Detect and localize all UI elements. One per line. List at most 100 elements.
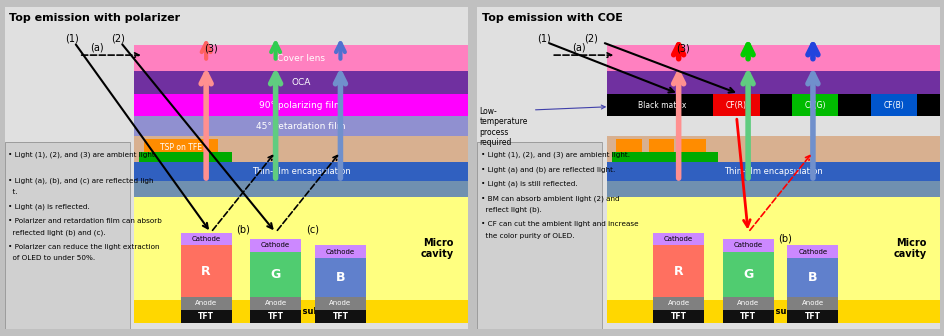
- Bar: [722, 310, 773, 323]
- Bar: [652, 233, 703, 245]
- Text: (c): (c): [305, 224, 318, 234]
- Bar: [606, 300, 939, 323]
- Text: reflected light (b) and (c).: reflected light (b) and (c).: [8, 229, 106, 236]
- Bar: [606, 94, 939, 116]
- Text: TFT: TFT: [670, 312, 686, 321]
- Text: G: G: [270, 268, 280, 281]
- Bar: [611, 152, 717, 162]
- Text: 45° retardation film: 45° retardation film: [256, 122, 346, 131]
- Bar: [134, 116, 467, 136]
- Bar: [652, 245, 703, 297]
- Text: Anode: Anode: [264, 300, 286, 306]
- Text: Cathode: Cathode: [192, 236, 221, 242]
- Bar: [786, 310, 837, 323]
- Text: B: B: [335, 271, 345, 284]
- Text: (1): (1): [537, 34, 550, 44]
- Text: • CF can cut the ambient light and increase: • CF can cut the ambient light and incre…: [480, 221, 638, 227]
- Text: (1): (1): [65, 34, 78, 44]
- Text: Cathode: Cathode: [261, 242, 290, 248]
- Text: Anode: Anode: [194, 300, 217, 306]
- Bar: [180, 297, 231, 310]
- Text: (2): (2): [583, 34, 597, 44]
- Bar: [134, 300, 467, 323]
- Bar: [786, 245, 837, 258]
- Bar: [786, 258, 837, 297]
- Text: TFT: TFT: [804, 312, 820, 321]
- Text: • Light (1), (2), and (3) are ambient light.: • Light (1), (2), and (3) are ambient li…: [8, 152, 158, 158]
- Text: Cathode: Cathode: [798, 249, 827, 255]
- Text: Cover lens: Cover lens: [277, 54, 325, 63]
- Bar: [652, 310, 703, 323]
- Text: • Light (1), (2), and (3) are ambient light.: • Light (1), (2), and (3) are ambient li…: [480, 152, 630, 158]
- Text: 90° polarizing film: 90° polarizing film: [259, 100, 343, 110]
- Bar: [139, 152, 231, 162]
- Bar: [180, 233, 231, 245]
- Bar: [314, 297, 365, 310]
- Text: R: R: [673, 265, 683, 278]
- Text: CF(B): CF(B): [883, 100, 903, 110]
- Text: (b): (b): [236, 224, 250, 234]
- Bar: [5, 142, 129, 329]
- Text: OCA: OCA: [291, 78, 311, 87]
- Text: (a): (a): [91, 42, 104, 52]
- Bar: [180, 245, 231, 297]
- Text: (2): (2): [111, 34, 125, 44]
- Text: • Light (a) and (b) are reflected light.: • Light (a) and (b) are reflected light.: [480, 166, 615, 173]
- Bar: [5, 142, 129, 329]
- Bar: [250, 239, 301, 252]
- Bar: [606, 181, 939, 197]
- Bar: [786, 297, 837, 310]
- Bar: [314, 258, 365, 297]
- Text: Black matrix: Black matrix: [637, 100, 686, 110]
- Bar: [713, 94, 759, 116]
- Bar: [681, 139, 706, 155]
- Text: the color purity of OLED.: the color purity of OLED.: [480, 233, 574, 239]
- Text: • Polarizer can reduce the light extraction: • Polarizer can reduce the light extract…: [8, 244, 162, 250]
- Bar: [722, 297, 773, 310]
- Bar: [722, 252, 773, 297]
- Text: TFT: TFT: [198, 312, 214, 321]
- Text: CF(G): CF(G): [803, 100, 825, 110]
- Bar: [606, 197, 939, 300]
- Text: B: B: [807, 271, 817, 284]
- Text: Anode: Anode: [801, 300, 823, 306]
- Bar: [134, 197, 467, 300]
- Bar: [606, 162, 939, 181]
- Text: TFT: TFT: [332, 312, 348, 321]
- Bar: [314, 245, 365, 258]
- Text: • BM can absorb ambient light (2) and: • BM can absorb ambient light (2) and: [480, 196, 619, 202]
- Text: Anode: Anode: [329, 300, 351, 306]
- Text: Thin-film encapsulation: Thin-film encapsulation: [251, 167, 350, 176]
- Bar: [143, 139, 217, 155]
- Text: TFT: TFT: [267, 312, 283, 321]
- Text: • Light (a) is reflected.: • Light (a) is reflected.: [8, 204, 90, 210]
- Bar: [314, 310, 365, 323]
- Bar: [250, 252, 301, 297]
- Bar: [870, 94, 916, 116]
- Bar: [791, 94, 837, 116]
- Text: TFT: TFT: [739, 312, 755, 321]
- Text: Polyimide substrate: Polyimide substrate: [725, 307, 820, 316]
- Text: of OLED to under 50%.: of OLED to under 50%.: [8, 255, 95, 261]
- Text: Anode: Anode: [736, 300, 758, 306]
- Bar: [606, 45, 939, 71]
- Text: (b): (b): [777, 234, 791, 244]
- Bar: [134, 181, 467, 197]
- Text: Thin-film encapsulation: Thin-film encapsulation: [723, 167, 822, 176]
- Text: Low-
temperature
process
required: Low- temperature process required: [479, 107, 528, 147]
- Text: G: G: [742, 268, 752, 281]
- Text: (3): (3): [204, 44, 217, 54]
- Text: Cathode: Cathode: [326, 249, 355, 255]
- Bar: [722, 239, 773, 252]
- Text: • Light (a), (b), and (c) are reflected ligh: • Light (a), (b), and (c) are reflected …: [8, 178, 154, 184]
- Text: Cathode: Cathode: [733, 242, 762, 248]
- Bar: [606, 71, 939, 94]
- Text: (3): (3): [676, 44, 689, 54]
- Text: reflect light (b).: reflect light (b).: [480, 207, 541, 213]
- Text: Micro
cavity: Micro cavity: [420, 238, 453, 259]
- Bar: [180, 310, 231, 323]
- Text: CF(R): CF(R): [725, 100, 747, 110]
- Bar: [134, 162, 467, 181]
- Text: t.: t.: [8, 189, 18, 195]
- Bar: [134, 71, 467, 94]
